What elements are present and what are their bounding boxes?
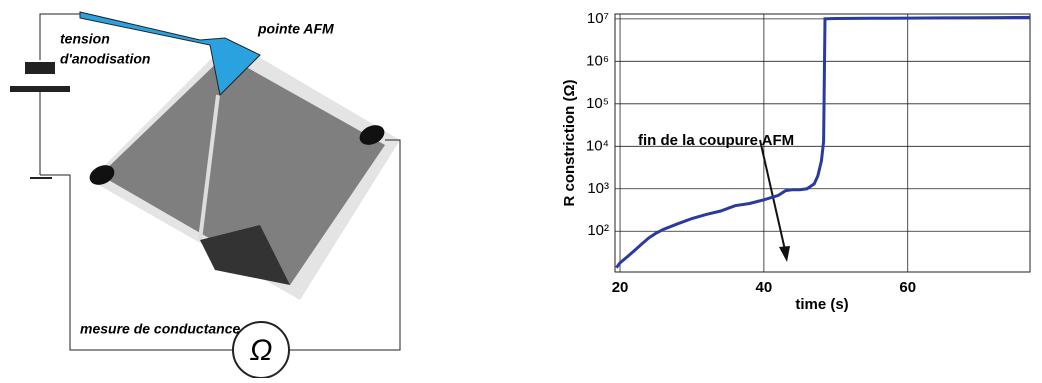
data-line (615, 15, 1031, 269)
label: pointe AFM (257, 21, 334, 37)
chart: 60 40 20 10⁷ 10⁶ 10⁵ 10⁴ 10³ 10² R constriction … (561, 10, 1031, 313)
electrode (359, 125, 385, 145)
battery (25, 62, 55, 74)
plot-frame (614, 13, 1031, 273)
x-tick-label: 40 (756, 279, 773, 296)
y-axis-label: R constriction (Ω) (561, 79, 578, 206)
x-tick-label: 20 (612, 279, 629, 296)
y-tick-label: 10⁶ (586, 52, 609, 69)
y-tick-label: 10² (587, 222, 609, 239)
label: tension (60, 31, 110, 47)
wire (290, 139, 401, 351)
cantilever (79, 11, 261, 97)
y-tick-label: 10⁴ (586, 137, 609, 154)
ohm-symbol: Ω (250, 334, 273, 367)
x-tick-label: 60 (899, 279, 916, 296)
wire (40, 174, 232, 351)
arrow-head (779, 246, 790, 262)
afm-surface (100, 55, 385, 285)
diagram: Ω tension d'anodisation pointe AFM mesur… (10, 11, 401, 379)
y-tick-label: 10³ (587, 180, 609, 197)
electrode (89, 165, 115, 185)
annotation-arrow (759, 139, 786, 251)
x-axis-label: time (s) (795, 296, 848, 313)
y-tick-label: 10⁵ (586, 95, 609, 112)
cut-line (198, 94, 220, 241)
annotation: fin de la coupure AFM (638, 132, 794, 149)
label: mesure de conductance (80, 321, 240, 337)
wire (39, 13, 80, 60)
surface-edge (200, 225, 290, 285)
battery (10, 86, 70, 92)
y-tick-label: 10⁷ (587, 10, 609, 27)
label: d'anodisation (60, 51, 150, 67)
